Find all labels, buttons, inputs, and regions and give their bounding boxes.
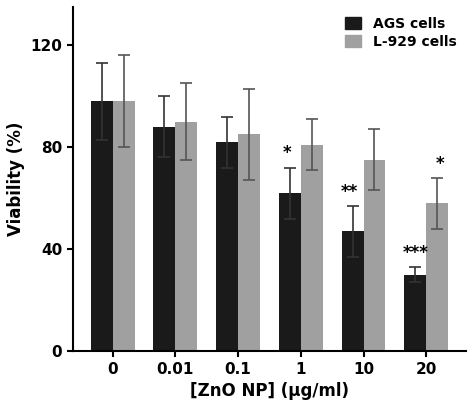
Bar xyxy=(175,122,197,351)
Text: **: ** xyxy=(341,183,358,201)
Bar xyxy=(91,101,113,351)
Bar xyxy=(238,134,260,351)
Bar xyxy=(113,101,135,351)
Bar xyxy=(279,193,301,351)
Text: *: * xyxy=(282,144,291,162)
Text: *: * xyxy=(436,155,445,173)
Bar xyxy=(404,275,426,351)
Legend: AGS cells, L-929 cells: AGS cells, L-929 cells xyxy=(342,14,459,52)
Bar xyxy=(426,203,448,351)
Bar xyxy=(153,127,175,351)
Bar xyxy=(364,160,385,351)
Bar xyxy=(342,231,364,351)
Bar xyxy=(216,142,238,351)
Y-axis label: Viability (%): Viability (%) xyxy=(7,122,25,236)
Text: ***: *** xyxy=(403,244,428,262)
Bar xyxy=(301,144,323,351)
X-axis label: [ZnO NP] (μg/ml): [ZnO NP] (μg/ml) xyxy=(190,382,349,400)
